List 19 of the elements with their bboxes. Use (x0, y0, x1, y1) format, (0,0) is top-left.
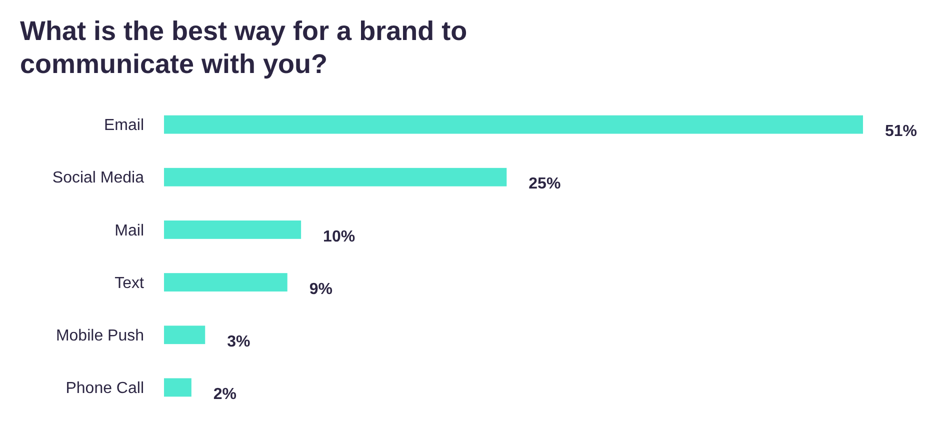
bar (164, 115, 863, 134)
data-label: 25% (528, 176, 561, 193)
data-label: 51% (885, 123, 918, 140)
y-tick-label: Mail (114, 222, 144, 240)
bar (164, 326, 206, 344)
data-label: 9% (309, 280, 332, 298)
bar (164, 220, 302, 239)
data-label: 2% (213, 386, 237, 404)
y-tick-label: Email (104, 117, 144, 134)
data-label: 3% (227, 333, 250, 350)
y-tick-label: Phone Call (66, 380, 144, 398)
chart-title: What is the best way for a brand to communicate with you? (20, 16, 468, 79)
data-label: 10% (323, 228, 356, 246)
y-tick-label: Mobile Push (56, 327, 144, 344)
y-tick-label: Social Media (52, 170, 144, 187)
y-tick-label: Text (114, 274, 145, 292)
bar (164, 378, 192, 397)
bar (164, 273, 288, 292)
bar (164, 168, 507, 186)
